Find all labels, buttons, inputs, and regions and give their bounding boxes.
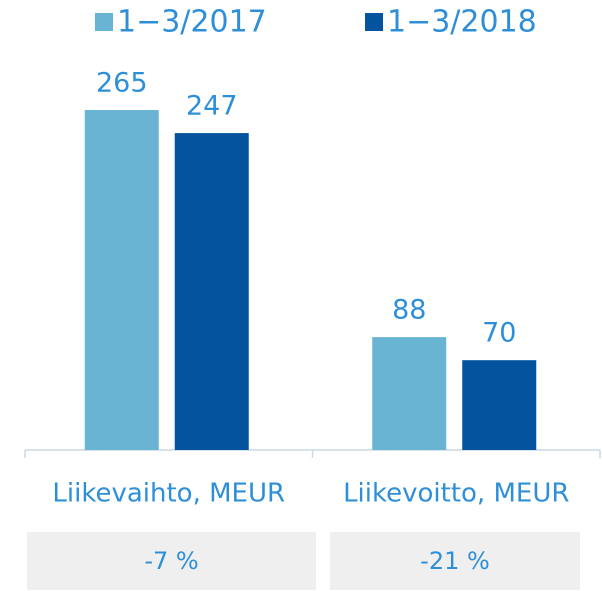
- legend-swatch: [95, 13, 113, 31]
- annotation: -21 %: [420, 547, 490, 575]
- legend-label: 1−3/2017: [117, 5, 267, 40]
- value-label: 70: [482, 318, 516, 349]
- x-tick-label: Liikevaihto, MEUR: [52, 479, 285, 509]
- annotation-box: [27, 532, 316, 590]
- bar: [372, 337, 447, 450]
- bar: [174, 133, 249, 450]
- x-tick-label: Liikevoitto, MEUR: [343, 479, 569, 509]
- annotation-box: [330, 532, 580, 590]
- value-label: 88: [392, 295, 426, 326]
- bar: [84, 110, 159, 450]
- legend-swatch: [365, 13, 383, 31]
- bar: [462, 360, 537, 450]
- legend-label: 1−3/2018: [387, 5, 537, 40]
- value-label: 265: [96, 68, 148, 99]
- annotation: -7 %: [144, 547, 198, 575]
- value-label: 247: [186, 91, 238, 122]
